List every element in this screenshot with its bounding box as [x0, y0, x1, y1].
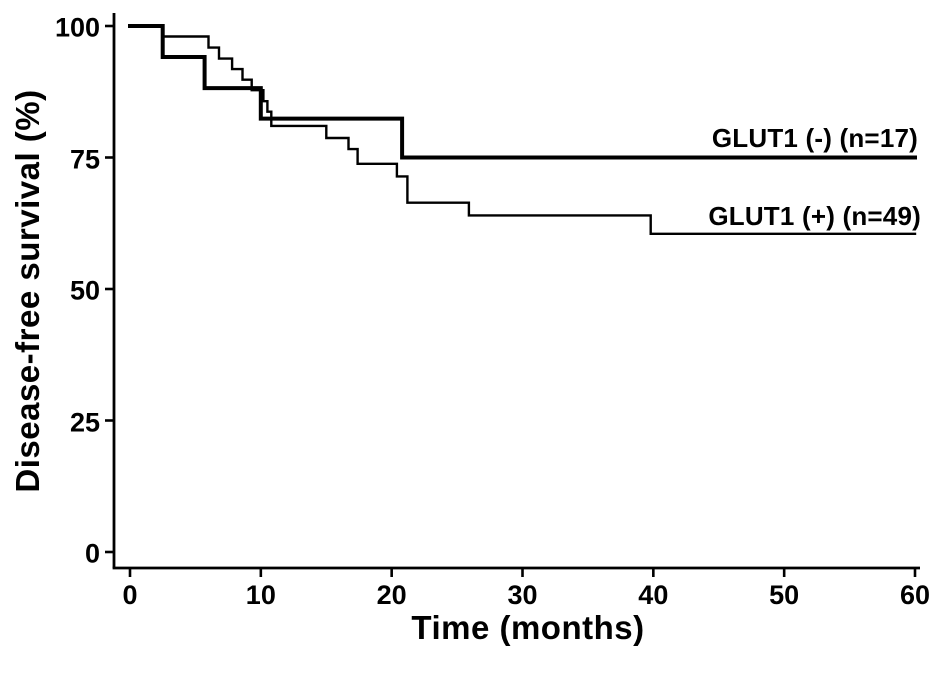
- x-tick-label: 60: [899, 580, 931, 610]
- x-tick-label: 30: [507, 580, 538, 610]
- y-tick-label: 0: [84, 538, 100, 569]
- y-tick-label: 25: [69, 407, 100, 437]
- y-tick-label: 100: [54, 12, 100, 43]
- series-curve-glut1-negative: [128, 24, 917, 160]
- x-tick-label: 40: [638, 580, 669, 610]
- y-tick-label: 50: [69, 275, 100, 306]
- x-tick-label: 20: [376, 580, 407, 610]
- series-label-glut1-negative: GLUT1 (-) (n=17): [711, 123, 918, 153]
- x-tick-label: 10: [245, 580, 276, 610]
- x-tick-label: 0: [122, 580, 138, 610]
- series-curve-glut1-positive: [128, 24, 917, 235]
- series-label-glut1-positive: GLUT1 (+) (n=49): [708, 201, 921, 231]
- y-axis-title: Disease-free survival (%): [9, 89, 46, 493]
- x-axis-title: Time (months): [411, 609, 645, 646]
- x-tick-label: 50: [769, 580, 800, 610]
- y-tick-label: 75: [69, 144, 100, 174]
